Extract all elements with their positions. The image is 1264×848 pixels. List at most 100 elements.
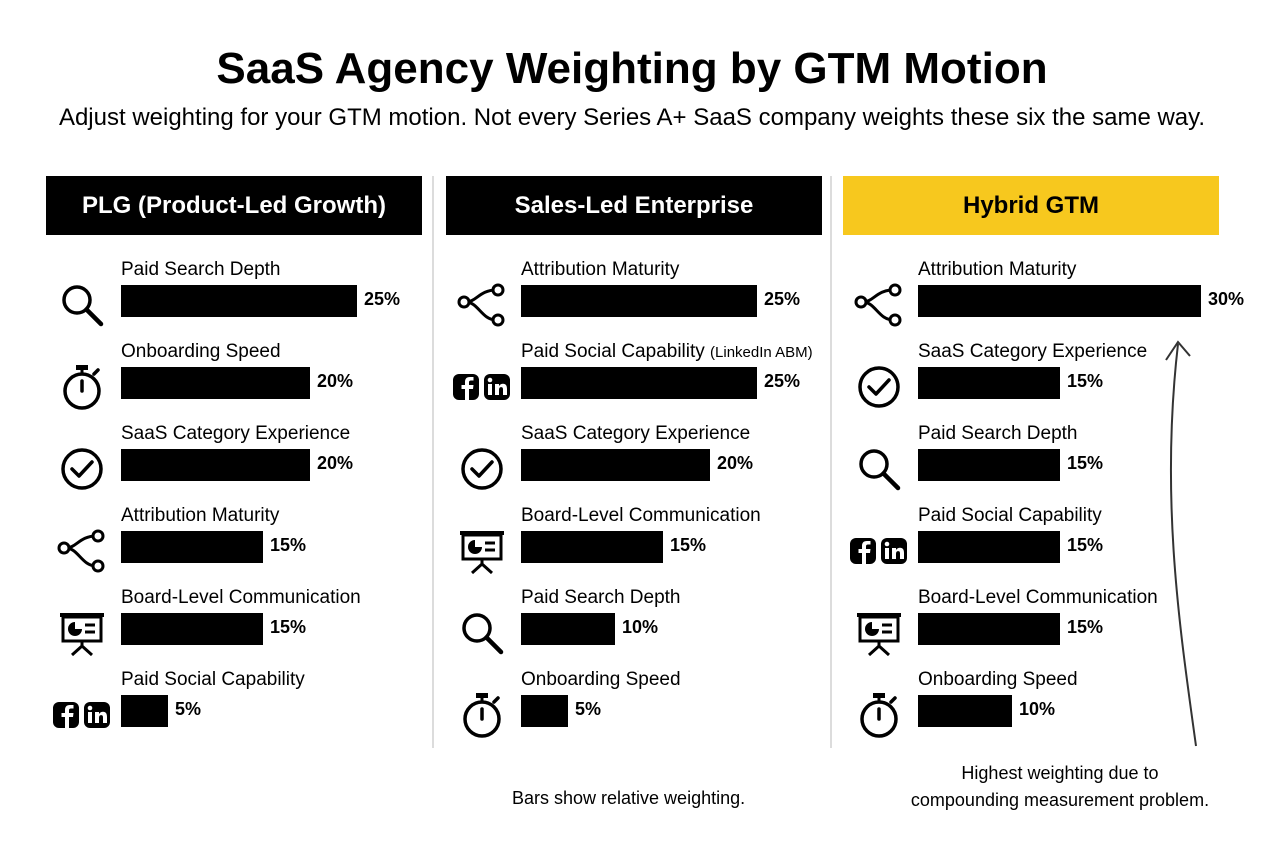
data-label: 15% [270, 535, 307, 555]
column-divider [432, 176, 434, 748]
bar [121, 613, 263, 645]
category-label: Board-Level Communication [918, 587, 1158, 608]
bar-label: Onboarding Speed [121, 341, 281, 363]
bar-label: Paid Search Depth [121, 259, 281, 281]
category-label: Onboarding Speed [121, 341, 281, 362]
category-label: Board-Level Communication [121, 587, 361, 608]
bar-row-paid-social-capability: Paid Social Capability (LinkedIn ABM) 25% [446, 341, 822, 423]
category-label: Attribution Maturity [121, 505, 280, 526]
bar-label: Paid Search Depth [521, 587, 681, 609]
presentation-icon [52, 607, 112, 659]
page-title: SaaS Agency Weighting by GTM Motion [216, 44, 1048, 93]
bar-label: Onboarding Speed [918, 669, 1078, 691]
data-label: 15% [1067, 371, 1104, 391]
data-label: 25% [364, 289, 401, 309]
bar-row-paid-search-depth: Paid Search Depth 15% [843, 423, 1219, 505]
bar [918, 531, 1060, 563]
category-label: Board-Level Communication [521, 505, 761, 526]
category-label: Paid Social Capability [918, 505, 1102, 526]
data-label: 10% [1019, 699, 1056, 719]
search-icon [452, 607, 512, 659]
bar [521, 695, 568, 727]
presentation-icon [452, 525, 512, 577]
bar [918, 449, 1060, 481]
bar-label: Attribution Maturity [521, 259, 679, 281]
category-label: SaaS Category Experience [521, 423, 751, 444]
bar [521, 449, 710, 481]
category-label: SaaS Category Experience [918, 341, 1148, 362]
data-label: 15% [1067, 617, 1104, 637]
bar [918, 367, 1060, 399]
bar-label: Paid Social Capability [918, 505, 1102, 527]
check-circle-icon [452, 443, 512, 495]
bar-row-onboarding-speed: Onboarding Speed 10% [843, 669, 1219, 751]
category-note: (LinkedIn ABM) [710, 344, 813, 361]
category-label: Paid Search Depth [918, 423, 1078, 444]
data-label: 5% [575, 699, 602, 719]
bar-rows: Attribution Maturity 30% SaaS Category Exp… [843, 259, 1244, 751]
social-icons [52, 689, 112, 741]
attribution-icon [849, 279, 909, 331]
bar-row-onboarding-speed: Onboarding Speed 20% [46, 341, 422, 423]
bar-rows: Paid Search Depth 25% Onboarding Speed 20% S… [46, 259, 422, 751]
bar [521, 531, 663, 563]
data-label: 20% [317, 453, 354, 473]
presentation-icon [849, 607, 909, 659]
check-circle-icon [849, 361, 909, 413]
social-icons [849, 525, 909, 577]
bar-row-paid-social-capability: Paid Social Capability 15% [843, 505, 1219, 587]
check-circle-icon [52, 443, 112, 495]
category-label: Attribution Maturity [521, 259, 680, 280]
data-label: 15% [270, 617, 307, 637]
bar-row-saas-category-experience: SaaS Category Experience 15% [843, 341, 1219, 423]
data-label: 20% [317, 371, 354, 391]
column-header: PLG (Product-Led Growth) [46, 176, 422, 235]
bar-row-board-level-communication: Board-Level Communication 15% [843, 587, 1219, 669]
bar-label: Attribution Maturity [121, 505, 279, 527]
bar-label: SaaS Category Experience [918, 341, 1147, 363]
stopwatch-icon [849, 689, 909, 741]
data-label: 25% [764, 289, 801, 309]
bar-row-onboarding-speed: Onboarding Speed 5% [446, 669, 822, 751]
bar [918, 285, 1201, 317]
bar-label: Paid Social Capability (LinkedIn ABM) [521, 341, 813, 363]
category-label: Paid Social Capability [521, 341, 705, 362]
social-icons [452, 361, 512, 413]
stopwatch-icon [52, 361, 112, 413]
bar-label: Board-Level Communication [521, 505, 761, 527]
bar-label: Onboarding Speed [521, 669, 681, 691]
annotation-line: Highest weighting due to [961, 763, 1159, 783]
bar-row-attribution-maturity: Attribution Maturity 15% [46, 505, 422, 587]
footnote: Bars show relative weighting. [512, 788, 746, 808]
bar [121, 449, 310, 481]
data-label: 15% [1067, 535, 1104, 555]
column-divider [830, 176, 832, 748]
bar [918, 613, 1060, 645]
bar [521, 367, 757, 399]
bar [521, 285, 757, 317]
page-subtitle: Adjust weighting for your GTM motion. No… [58, 104, 1206, 131]
data-label: 5% [175, 699, 202, 719]
bar-row-paid-search-depth: Paid Search Depth 10% [446, 587, 822, 669]
category-label: Paid Social Capability [121, 669, 305, 690]
annotation-arrow-icon [1165, 340, 1197, 747]
bar-row-saas-category-experience: SaaS Category Experience 20% [46, 423, 422, 505]
bar-label: Paid Social Capability [121, 669, 305, 691]
bar [918, 695, 1012, 727]
bar-rows: Attribution Maturity 25% Paid Social Capab… [446, 259, 822, 751]
bar-row-attribution-maturity: Attribution Maturity 30% [843, 259, 1244, 341]
category-label: Attribution Maturity [918, 259, 1077, 280]
bar [121, 695, 168, 727]
attribution-icon [452, 279, 512, 331]
category-label: Onboarding Speed [918, 669, 1078, 690]
data-label: 15% [670, 535, 707, 555]
data-label: 10% [622, 617, 659, 637]
chart-column-plg: PLG (Product-Led Growth) Paid Search Dep… [46, 176, 422, 751]
data-label: 25% [764, 371, 801, 391]
bar [521, 613, 615, 645]
bar-label: SaaS Category Experience [121, 423, 350, 445]
data-label: 15% [1067, 453, 1104, 473]
search-icon [52, 279, 112, 331]
bar-label: SaaS Category Experience [521, 423, 750, 445]
column-header: Hybrid GTM [843, 176, 1219, 235]
